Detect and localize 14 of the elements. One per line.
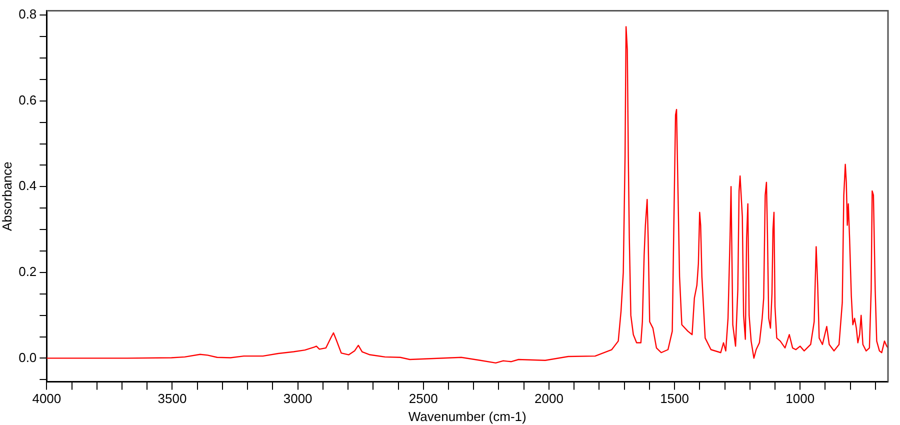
x-tick-label: 1500 (660, 391, 689, 406)
x-tick-label: 4000 (32, 391, 62, 406)
y-tick-label: 0.6 (18, 92, 37, 108)
y-tick-label: 0.4 (18, 178, 37, 194)
x-tick-label: 2000 (534, 391, 564, 406)
y-axis-title: Absorbance (0, 162, 14, 231)
y-tick-label: 0.8 (18, 6, 37, 22)
x-tick-label: 3000 (283, 391, 312, 406)
x-tick-label: 1000 (786, 391, 815, 406)
x-axis-title: Wavenumber (cm-1) (408, 408, 526, 424)
x-tick-label: 2500 (408, 391, 438, 406)
y-tick-label: 0.0 (18, 350, 37, 365)
x-tick-label: 3500 (158, 391, 187, 406)
y-tick-label: 0.2 (18, 264, 37, 280)
